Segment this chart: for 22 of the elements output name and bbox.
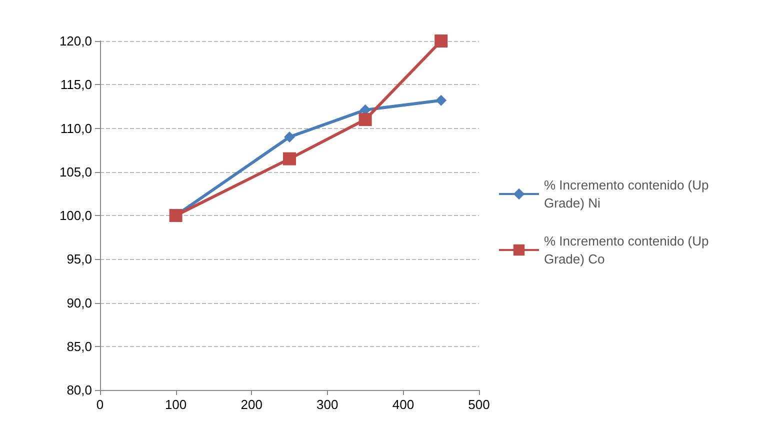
- y-tick-label: 100,0: [59, 208, 92, 223]
- point: [434, 34, 448, 48]
- x-tick-label: 300: [316, 397, 338, 412]
- x-tick-label: 400: [392, 397, 414, 412]
- point: [436, 94, 447, 106]
- x-tick-label: 100: [164, 397, 187, 412]
- x-tick-label: 0: [96, 397, 104, 412]
- legend-label: % Incremento contenido (Up Grade) Co: [544, 234, 712, 266]
- y-tick-label: 115,0: [60, 77, 92, 92]
- y-tick-label: 80,0: [66, 382, 92, 398]
- y-tick-label: 95,0: [66, 252, 92, 267]
- point: [284, 131, 295, 142]
- y-tick-label: 90,0: [66, 295, 92, 310]
- point: [283, 152, 296, 166]
- x-tick-label: 200: [240, 397, 262, 412]
- y-tick-label: 85,0: [66, 338, 92, 354]
- y-tick-label: 120,0: [59, 34, 92, 48]
- x-tick-label: 500: [468, 397, 490, 412]
- y-tick-label: 110,0: [60, 120, 92, 136]
- point: [358, 113, 372, 126]
- legend-label: % Incremento contenido (Up Grade) Ni: [544, 178, 712, 210]
- y-tick-label: 105,0: [59, 164, 92, 180]
